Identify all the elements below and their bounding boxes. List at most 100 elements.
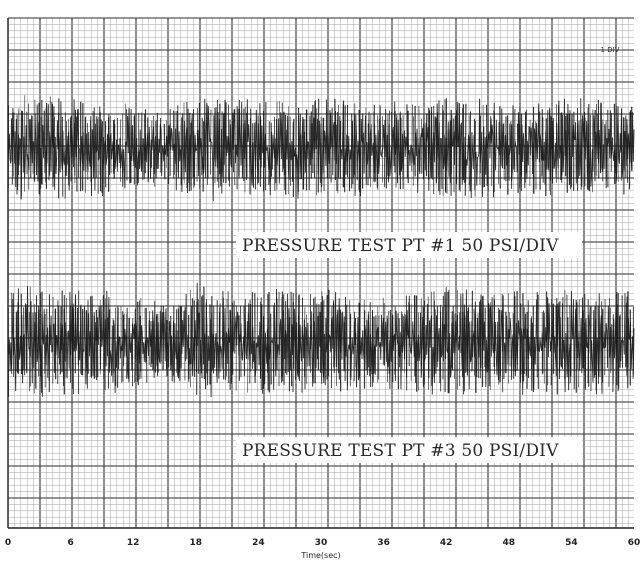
series-spike (336, 314, 338, 386)
series-spike (227, 291, 230, 383)
x-tick-label: 54 (565, 538, 578, 548)
series-spike (569, 305, 571, 384)
series-spike (365, 107, 367, 178)
series-spike (294, 292, 297, 380)
x-tick-label: 6 (67, 538, 73, 548)
series-spike (334, 99, 336, 181)
series-spike (210, 109, 212, 175)
series-spike (51, 103, 54, 187)
series-spike (168, 125, 170, 185)
series-spike (259, 103, 261, 187)
x-axis-title: Time(sec) (300, 551, 340, 560)
series-spike (20, 110, 23, 200)
series-spike (222, 297, 225, 380)
series-spike (330, 112, 332, 183)
series-spike (65, 297, 67, 378)
series-spike (501, 293, 504, 393)
x-tick-label: 12 (127, 538, 140, 548)
series-spike (558, 301, 561, 380)
series-spike (474, 120, 477, 197)
x-tick-label: 42 (440, 538, 453, 548)
series-label-2-bg (236, 437, 582, 463)
series-spike (378, 315, 380, 380)
scale-note: 1 DIV (601, 46, 620, 54)
x-tick-label: 36 (377, 538, 390, 548)
series-spike (344, 105, 346, 193)
series-spike (584, 293, 586, 389)
series-spike (34, 312, 37, 389)
series-line-2 (7, 282, 635, 398)
series-spike (147, 117, 149, 183)
series-spike (303, 119, 306, 174)
series-spike (163, 123, 166, 180)
series-spike (395, 117, 397, 188)
series-label-1: PRESSURE TEST PT #1 50 PSI/DIV (242, 236, 559, 256)
series-spike (545, 118, 547, 196)
series-spike (512, 313, 515, 367)
series-spike (570, 314, 572, 377)
series-spike (411, 104, 413, 172)
series-spike (273, 116, 276, 191)
series-spike (580, 98, 582, 190)
trace-layer (7, 95, 635, 398)
series-spike (117, 308, 119, 388)
series-spike (436, 305, 439, 368)
series-spike (466, 310, 469, 376)
series-spike (46, 308, 48, 378)
series-spike (107, 317, 110, 389)
series-spike (327, 289, 330, 377)
series-spike (268, 121, 270, 185)
series-spike (543, 312, 546, 384)
series-spike (301, 297, 303, 393)
series-trace-1 (7, 95, 635, 202)
series-spike (304, 307, 306, 377)
series-spike (202, 121, 205, 192)
series-spike (353, 311, 356, 382)
series-spike (126, 307, 128, 379)
series-spike (354, 318, 357, 368)
series-spike (203, 286, 206, 380)
series-spike (351, 120, 354, 185)
x-tick-label: 60 (628, 538, 641, 548)
series-spike (464, 103, 467, 196)
series-spike (388, 110, 390, 179)
series-spike (75, 116, 78, 192)
series-spike (401, 314, 403, 370)
series-spike (123, 313, 125, 366)
series-trace-2 (7, 282, 635, 398)
series-spike (137, 301, 139, 386)
series-spike (337, 104, 339, 194)
series-spike (469, 111, 472, 192)
series-label-group-1: PRESSURE TEST PT #1 50 PSI/DIV (236, 232, 582, 258)
series-spike (378, 119, 380, 171)
series-spike (148, 311, 151, 366)
series-spike (134, 308, 136, 383)
series-spike (587, 107, 589, 175)
series-spike (101, 121, 103, 193)
series-spike (349, 300, 351, 387)
series-label-1-bg (236, 232, 582, 258)
x-tick-label: 0 (5, 538, 11, 548)
series-spike (257, 115, 260, 184)
series-spike (406, 104, 408, 178)
series-spike (498, 309, 501, 383)
series-spike (188, 112, 191, 192)
series-spike (571, 113, 573, 188)
series-spike (59, 306, 62, 375)
series-spike (516, 123, 519, 193)
series-spike (514, 295, 517, 377)
series-spike (578, 299, 580, 388)
series-spike (145, 307, 148, 383)
series-spike (493, 110, 495, 192)
series-spike (196, 108, 198, 182)
series-spike (539, 111, 541, 190)
series-spike (591, 109, 594, 193)
series-label-2: PRESSURE TEST PT #3 50 PSI/DIV (242, 441, 559, 461)
series-spike (330, 305, 333, 389)
x-tick-label: 24 (252, 538, 265, 548)
series-spike (482, 104, 484, 188)
x-tick-label: 48 (503, 538, 516, 548)
series-spike (444, 99, 446, 193)
series-spike (124, 103, 126, 171)
